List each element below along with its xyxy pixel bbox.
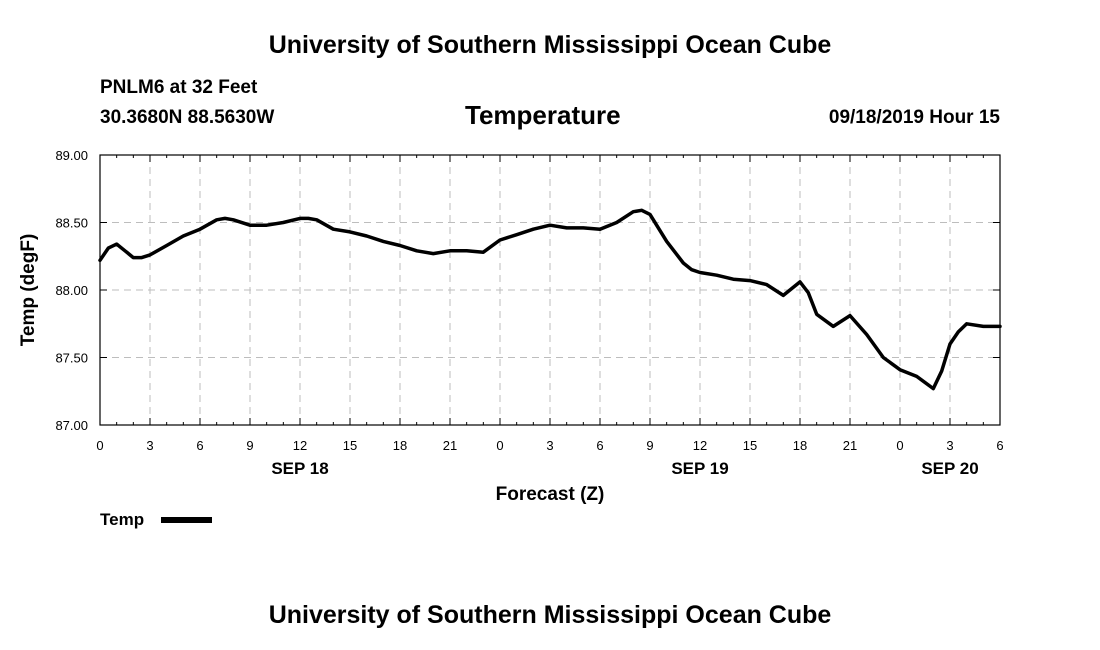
y-axis-label: Temp (degF) <box>18 234 39 347</box>
footer-title: University of Southern Mississippi Ocean… <box>268 601 832 629</box>
x-tick-label: 9 <box>646 438 653 453</box>
y-tick-label: 88.00 <box>55 283 88 298</box>
x-tick-label: 15 <box>343 438 357 453</box>
series-line-temp <box>98 208 1002 391</box>
x-tick-label: 6 <box>196 438 203 453</box>
x-tick-label: 18 <box>393 438 407 453</box>
x-tick-label: 15 <box>743 438 757 453</box>
x-tick-label: 6 <box>996 438 1003 453</box>
date-labels: SEP 18 SEP 19 SEP 20 <box>271 459 978 478</box>
y-tick-label: 88.50 <box>55 216 88 231</box>
x-tick-label: 0 <box>896 438 903 453</box>
x-tick-label: 6 <box>596 438 603 453</box>
date-label: SEP 20 <box>921 459 978 478</box>
x-tick-label: 0 <box>96 438 103 453</box>
page-title: University of Southern Mississippi Ocean… <box>268 31 832 59</box>
x-tick-label: 9 <box>246 438 253 453</box>
x-tick-label: 3 <box>546 438 553 453</box>
x-tick-label: 12 <box>693 438 707 453</box>
y-tick-labels: 87.00 87.50 88.00 88.50 89.00 <box>55 148 88 433</box>
x-axis-label: Forecast (Z) <box>496 484 605 505</box>
x-tick-labels: 0 3 6 9 12 15 18 21 0 3 6 9 12 15 18 21 0 3 6 <box>96 438 1003 453</box>
chart-title: Temperature <box>465 100 621 130</box>
date-label: SEP 18 <box>271 459 328 478</box>
x-tick-label: 3 <box>146 438 153 453</box>
y-tick-label: 87.00 <box>55 418 88 433</box>
grid-lines <box>100 155 1000 425</box>
x-tick-label: 18 <box>793 438 807 453</box>
date-label: SEP 19 <box>671 459 728 478</box>
x-tick-label: 0 <box>496 438 503 453</box>
station-label: PNLM6 at 32 Feet <box>100 77 258 98</box>
axis-ticks <box>99 154 1001 426</box>
forecast-timestamp: 09/18/2019 Hour 15 <box>828 107 1000 128</box>
x-tick-label: 21 <box>843 438 857 453</box>
x-tick-label: 12 <box>293 438 307 453</box>
y-tick-label: 89.00 <box>55 148 88 163</box>
x-tick-label: 21 <box>443 438 457 453</box>
x-tick-label: 3 <box>946 438 953 453</box>
station-coordinates: 30.3680N 88.5630W <box>100 107 275 128</box>
y-tick-label: 87.50 <box>55 351 88 366</box>
legend-label-temp: Temp <box>100 510 144 529</box>
